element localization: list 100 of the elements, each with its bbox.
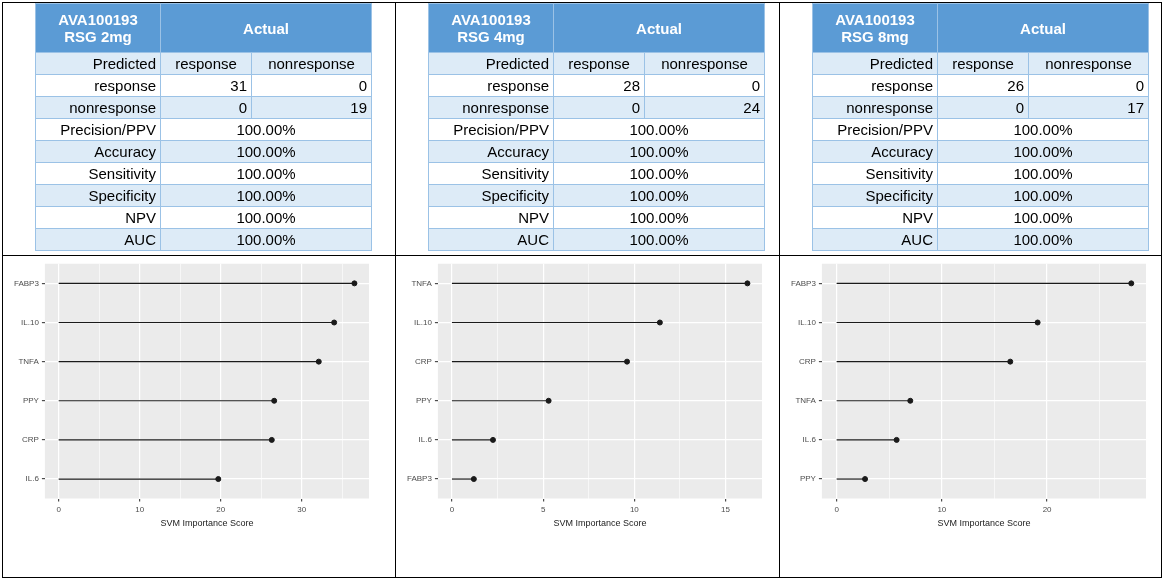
text: Sensitivity <box>812 162 938 185</box>
text: Sensitivity <box>35 162 161 185</box>
x-tick-label: 10 <box>135 504 145 514</box>
y-tick-label: PPY <box>415 395 433 405</box>
text: 100.00% <box>937 184 1149 207</box>
y-tick-label: IL.6 <box>418 435 433 445</box>
text: 100.00% <box>553 118 765 141</box>
text: Actual <box>160 3 372 53</box>
text: 100.00% <box>553 162 765 185</box>
text: Predicted <box>812 52 938 75</box>
text: Precision/PPV <box>428 118 554 141</box>
x-tick-label: 20 <box>1042 504 1053 514</box>
text: 19 <box>251 96 372 119</box>
y-tick-label: TNFA <box>795 395 817 405</box>
text: NPV <box>428 206 554 229</box>
text: AVA100193 RSG 4mg <box>428 3 554 53</box>
text: NPV <box>35 206 161 229</box>
x-tick-label: 5 <box>540 504 546 514</box>
x-tick-label: 0 <box>834 504 840 514</box>
x-axis-title: SVM Importance Score <box>553 518 647 529</box>
text: AVA100193 RSG 8mg <box>812 3 938 53</box>
text: Specificity <box>35 184 161 207</box>
text: 100.00% <box>160 118 372 141</box>
text: nonresponse <box>1028 52 1149 75</box>
text: 26 <box>937 74 1029 97</box>
y-tick-label: CRP <box>799 356 816 366</box>
text: 100.00% <box>160 162 372 185</box>
text: 100.00% <box>937 206 1149 229</box>
text: nonresponse <box>35 96 161 119</box>
y-tick-label: IL.10 <box>21 317 40 327</box>
text: 100.00% <box>937 118 1149 141</box>
text: 0 <box>1028 74 1149 97</box>
y-tick-label: FABP3 <box>14 278 40 288</box>
text: response <box>35 74 161 97</box>
text: nonresponse <box>812 96 938 119</box>
text: NPV <box>812 206 938 229</box>
y-tick-label: TNFA <box>18 356 40 366</box>
text: Precision/PPV <box>812 118 938 141</box>
text: 100.00% <box>160 140 372 163</box>
x-tick-label: 20 <box>216 504 226 514</box>
text: 0 <box>937 96 1029 119</box>
text: 24 <box>644 96 765 119</box>
x-axis-title: SVM Importance Score <box>160 518 254 529</box>
text: AUC <box>812 228 938 251</box>
text: 100.00% <box>553 206 765 229</box>
x-tick-label: 10 <box>937 504 947 514</box>
y-tick-label: PPY <box>799 474 817 484</box>
y-tick-label: IL.6 <box>25 474 40 484</box>
text: 0 <box>644 74 765 97</box>
text: Actual <box>937 3 1149 53</box>
text: response <box>428 74 554 97</box>
text: Accuracy <box>35 140 161 163</box>
y-tick-label: PPY <box>22 395 40 405</box>
text: Actual <box>553 3 765 53</box>
text: 100.00% <box>160 206 372 229</box>
y-tick-label: CRP <box>22 435 39 445</box>
text: response <box>553 52 645 75</box>
text: 100.00% <box>553 228 765 251</box>
text: Precision/PPV <box>35 118 161 141</box>
text: AUC <box>428 228 554 251</box>
y-tick-label: TNFA <box>411 278 433 288</box>
text: 0 <box>160 96 252 119</box>
x-tick-label: 0 <box>449 504 455 514</box>
text: 100.00% <box>160 184 372 207</box>
y-tick-label: FABP3 <box>791 278 817 288</box>
text: Predicted <box>35 52 161 75</box>
x-tick-label: 15 <box>721 504 731 514</box>
text: 28 <box>553 74 645 97</box>
text: AVA100193 RSG 2mg <box>35 3 161 53</box>
text: 100.00% <box>937 162 1149 185</box>
text: 100.00% <box>160 228 372 251</box>
text: nonresponse <box>644 52 765 75</box>
text: response <box>812 74 938 97</box>
text: Specificity <box>812 184 938 207</box>
y-tick-label: CRP <box>415 356 432 366</box>
y-tick-label: FABP3 <box>407 474 433 484</box>
text: 100.00% <box>553 184 765 207</box>
text: Accuracy <box>812 140 938 163</box>
y-tick-label: IL.10 <box>414 317 433 327</box>
text: AUC <box>35 228 161 251</box>
x-tick-label: 30 <box>297 504 307 514</box>
text: Sensitivity <box>428 162 554 185</box>
text: nonresponse <box>428 96 554 119</box>
text: response <box>937 52 1029 75</box>
text: Predicted <box>428 52 554 75</box>
text: 0 <box>251 74 372 97</box>
text: nonresponse <box>251 52 372 75</box>
text: 31 <box>160 74 252 97</box>
x-tick-label: 0 <box>56 504 62 514</box>
text: 100.00% <box>937 228 1149 251</box>
text: 100.00% <box>937 140 1149 163</box>
text: response <box>160 52 252 75</box>
x-axis-title: SVM Importance Score <box>937 518 1031 529</box>
text: 0 <box>553 96 645 119</box>
y-tick-label: IL.10 <box>798 317 817 327</box>
text: 100.00% <box>553 140 765 163</box>
x-tick-label: 10 <box>629 504 640 514</box>
text: Accuracy <box>428 140 554 163</box>
text: 17 <box>1028 96 1149 119</box>
y-tick-label: IL.6 <box>802 435 817 445</box>
